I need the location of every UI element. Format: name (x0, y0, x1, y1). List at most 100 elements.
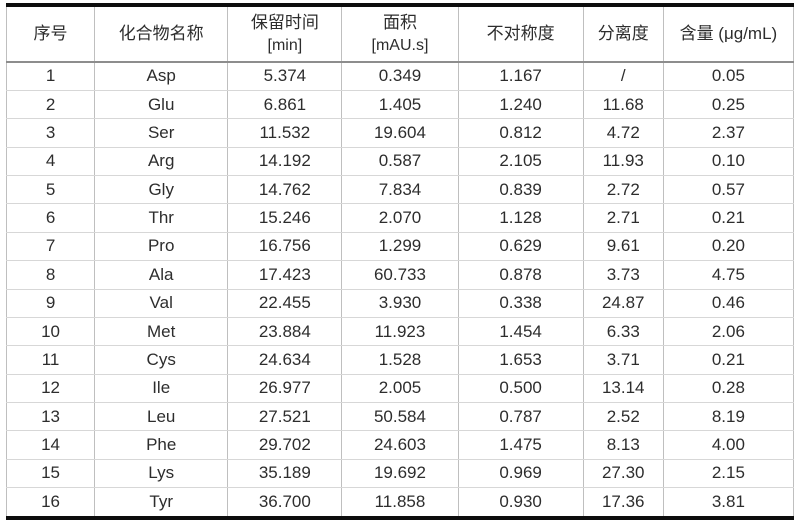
table-cell: 8 (5, 260, 96, 290)
header-label: 保留时间 (250, 12, 319, 32)
table-cell: 0.10 (662, 146, 795, 177)
table-cell: 15 (5, 458, 96, 489)
table-row: 3 Ser 11.532 19.604 0.812 4.72 2.37 (5, 118, 795, 148)
table-cell: 0.930 (457, 487, 584, 516)
table-cell: 4.75 (662, 260, 795, 290)
table-cell: 15.246 (227, 203, 343, 233)
header-label: 分离度 (597, 23, 649, 43)
table-cell: Cys (94, 345, 229, 375)
table-cell: 14.192 (227, 146, 343, 177)
table-cell: 13 (5, 401, 96, 432)
table-cell: 6.33 (582, 316, 664, 347)
table-cell: 1.475 (457, 430, 584, 460)
table-cell: 0.349 (341, 62, 459, 91)
table-cell: 8.19 (662, 401, 795, 432)
table-cell: 3 (5, 118, 96, 148)
table-cell: 27.521 (227, 401, 343, 432)
table-cell: 24.603 (341, 430, 459, 460)
table-cell: 3.930 (341, 288, 459, 318)
table-cell: 2 (5, 89, 96, 120)
table-cell: 9.61 (582, 231, 664, 262)
table-cell: 7 (5, 231, 96, 262)
table-cell: 0.500 (457, 373, 584, 404)
table-cell: 2.105 (457, 146, 584, 177)
table-row: 13 Leu 27.521 50.584 0.787 2.52 8.19 (5, 401, 795, 432)
table-cell: 13.14 (582, 373, 664, 404)
table-cell: 0.338 (457, 288, 584, 318)
table-cell: 11.93 (582, 146, 664, 177)
table-cell: Lys (94, 458, 229, 489)
table-cell: 2.71 (582, 203, 664, 233)
table-cell: Met (94, 316, 229, 347)
table-cell: Glu (94, 89, 229, 120)
table-cell: 0.25 (662, 89, 795, 120)
column-header-content: 含量 (μg/mL) (662, 7, 795, 63)
table-cell: Thr (94, 203, 229, 233)
table-cell: Leu (94, 401, 229, 432)
table-cell: 3.81 (662, 487, 795, 516)
column-header-area: 面积 [mAU.s] (341, 7, 459, 63)
table-cell: 36.700 (227, 487, 343, 516)
header-label: 不对称度 (486, 23, 555, 43)
table-cell: 0.57 (662, 174, 795, 205)
table-row: 11 Cys 24.634 1.528 1.653 3.71 0.21 (5, 345, 795, 375)
table-cell: 11 (5, 345, 96, 375)
table-cell: 2.005 (341, 373, 459, 404)
table-cell: Ile (94, 373, 229, 404)
table-row: 1 Asp 5.374 0.349 1.167/0.05 (5, 62, 795, 91)
table-cell: 0.21 (662, 345, 795, 375)
table-cell: 23.884 (227, 316, 343, 347)
column-header-index: 序号 (5, 7, 96, 63)
table-cell: 60.733 (341, 260, 459, 290)
table-cell: Pro (94, 231, 229, 262)
table-header: 序号 化合物名称 保留时间 [min] 面积 [mAU.s] 不对称度 (5, 7, 795, 63)
table-cell: 1.653 (457, 345, 584, 375)
table-row: 4 Arg 14.192 0.587 2.105 11.93 0.10 (5, 146, 795, 177)
column-header-asymmetry: 不对称度 (457, 7, 584, 63)
header-row: 序号 化合物名称 保留时间 [min] 面积 [mAU.s] 不对称度 (5, 7, 795, 63)
table-cell: 1.405 (341, 89, 459, 120)
table-cell: 0.20 (662, 231, 795, 262)
table-cell: 0.28 (662, 373, 795, 404)
table-cell: 0.629 (457, 231, 584, 262)
table-cell: 7.834 (341, 174, 459, 205)
table-cell: 10 (5, 316, 96, 347)
table-cell: 11.923 (341, 316, 459, 347)
table-cell: 0.587 (341, 146, 459, 177)
table-cell: 0.46 (662, 288, 795, 318)
table-cell: 5.374 (227, 62, 343, 91)
table-cell: 27.30 (582, 458, 664, 489)
table-cell: 1.167 (457, 62, 584, 91)
table-cell: 1.240 (457, 89, 584, 120)
table-row: 12 Ile 26.977 2.005 0.500 13.14 0.28 (5, 373, 795, 404)
table-body: 1 Asp 5.374 0.349 1.167/0.05 2 Glu 6.861 1.405 1.… (5, 62, 795, 516)
table-cell: 4.00 (662, 430, 795, 460)
column-header-resolution: 分离度 (582, 7, 664, 63)
column-header-compound-name: 化合物名称 (94, 7, 229, 63)
table-cell: 4.72 (582, 118, 664, 148)
table-row: 14 Phe 29.702 24.603 1.475 8.13 4.00 (5, 430, 795, 460)
table-cell: 22.455 (227, 288, 343, 318)
table-cell: 2.37 (662, 118, 795, 148)
table-cell: 19.692 (341, 458, 459, 489)
table-cell: 2.06 (662, 316, 795, 347)
table-row: 2 Glu 6.861 1.405 1.240 11.68 0.25 (5, 89, 795, 120)
table-cell: / (582, 62, 664, 91)
table-cell: 1 (5, 62, 96, 91)
table-cell: 16.756 (227, 231, 343, 262)
table-row: 6 Thr 15.246 2.070 1.128 2.71 0.21 (5, 203, 795, 233)
header-label: 含量 (μg/mL) (679, 23, 778, 43)
table-cell: 9 (5, 288, 96, 318)
table-cell: 0.812 (457, 118, 584, 148)
table-cell: 0.969 (457, 458, 584, 489)
table-cell: 2.72 (582, 174, 664, 205)
table-cell: 1.454 (457, 316, 584, 347)
table-cell: 16 (5, 487, 96, 516)
table-cell: 14 (5, 430, 96, 460)
table-cell: 6 (5, 203, 96, 233)
table-cell: Phe (94, 430, 229, 460)
table-cell: 12 (5, 373, 96, 404)
table-cell: 11.68 (582, 89, 664, 120)
table-cell: 1.299 (341, 231, 459, 262)
header-sublabel: [mAU.s] (371, 36, 429, 54)
